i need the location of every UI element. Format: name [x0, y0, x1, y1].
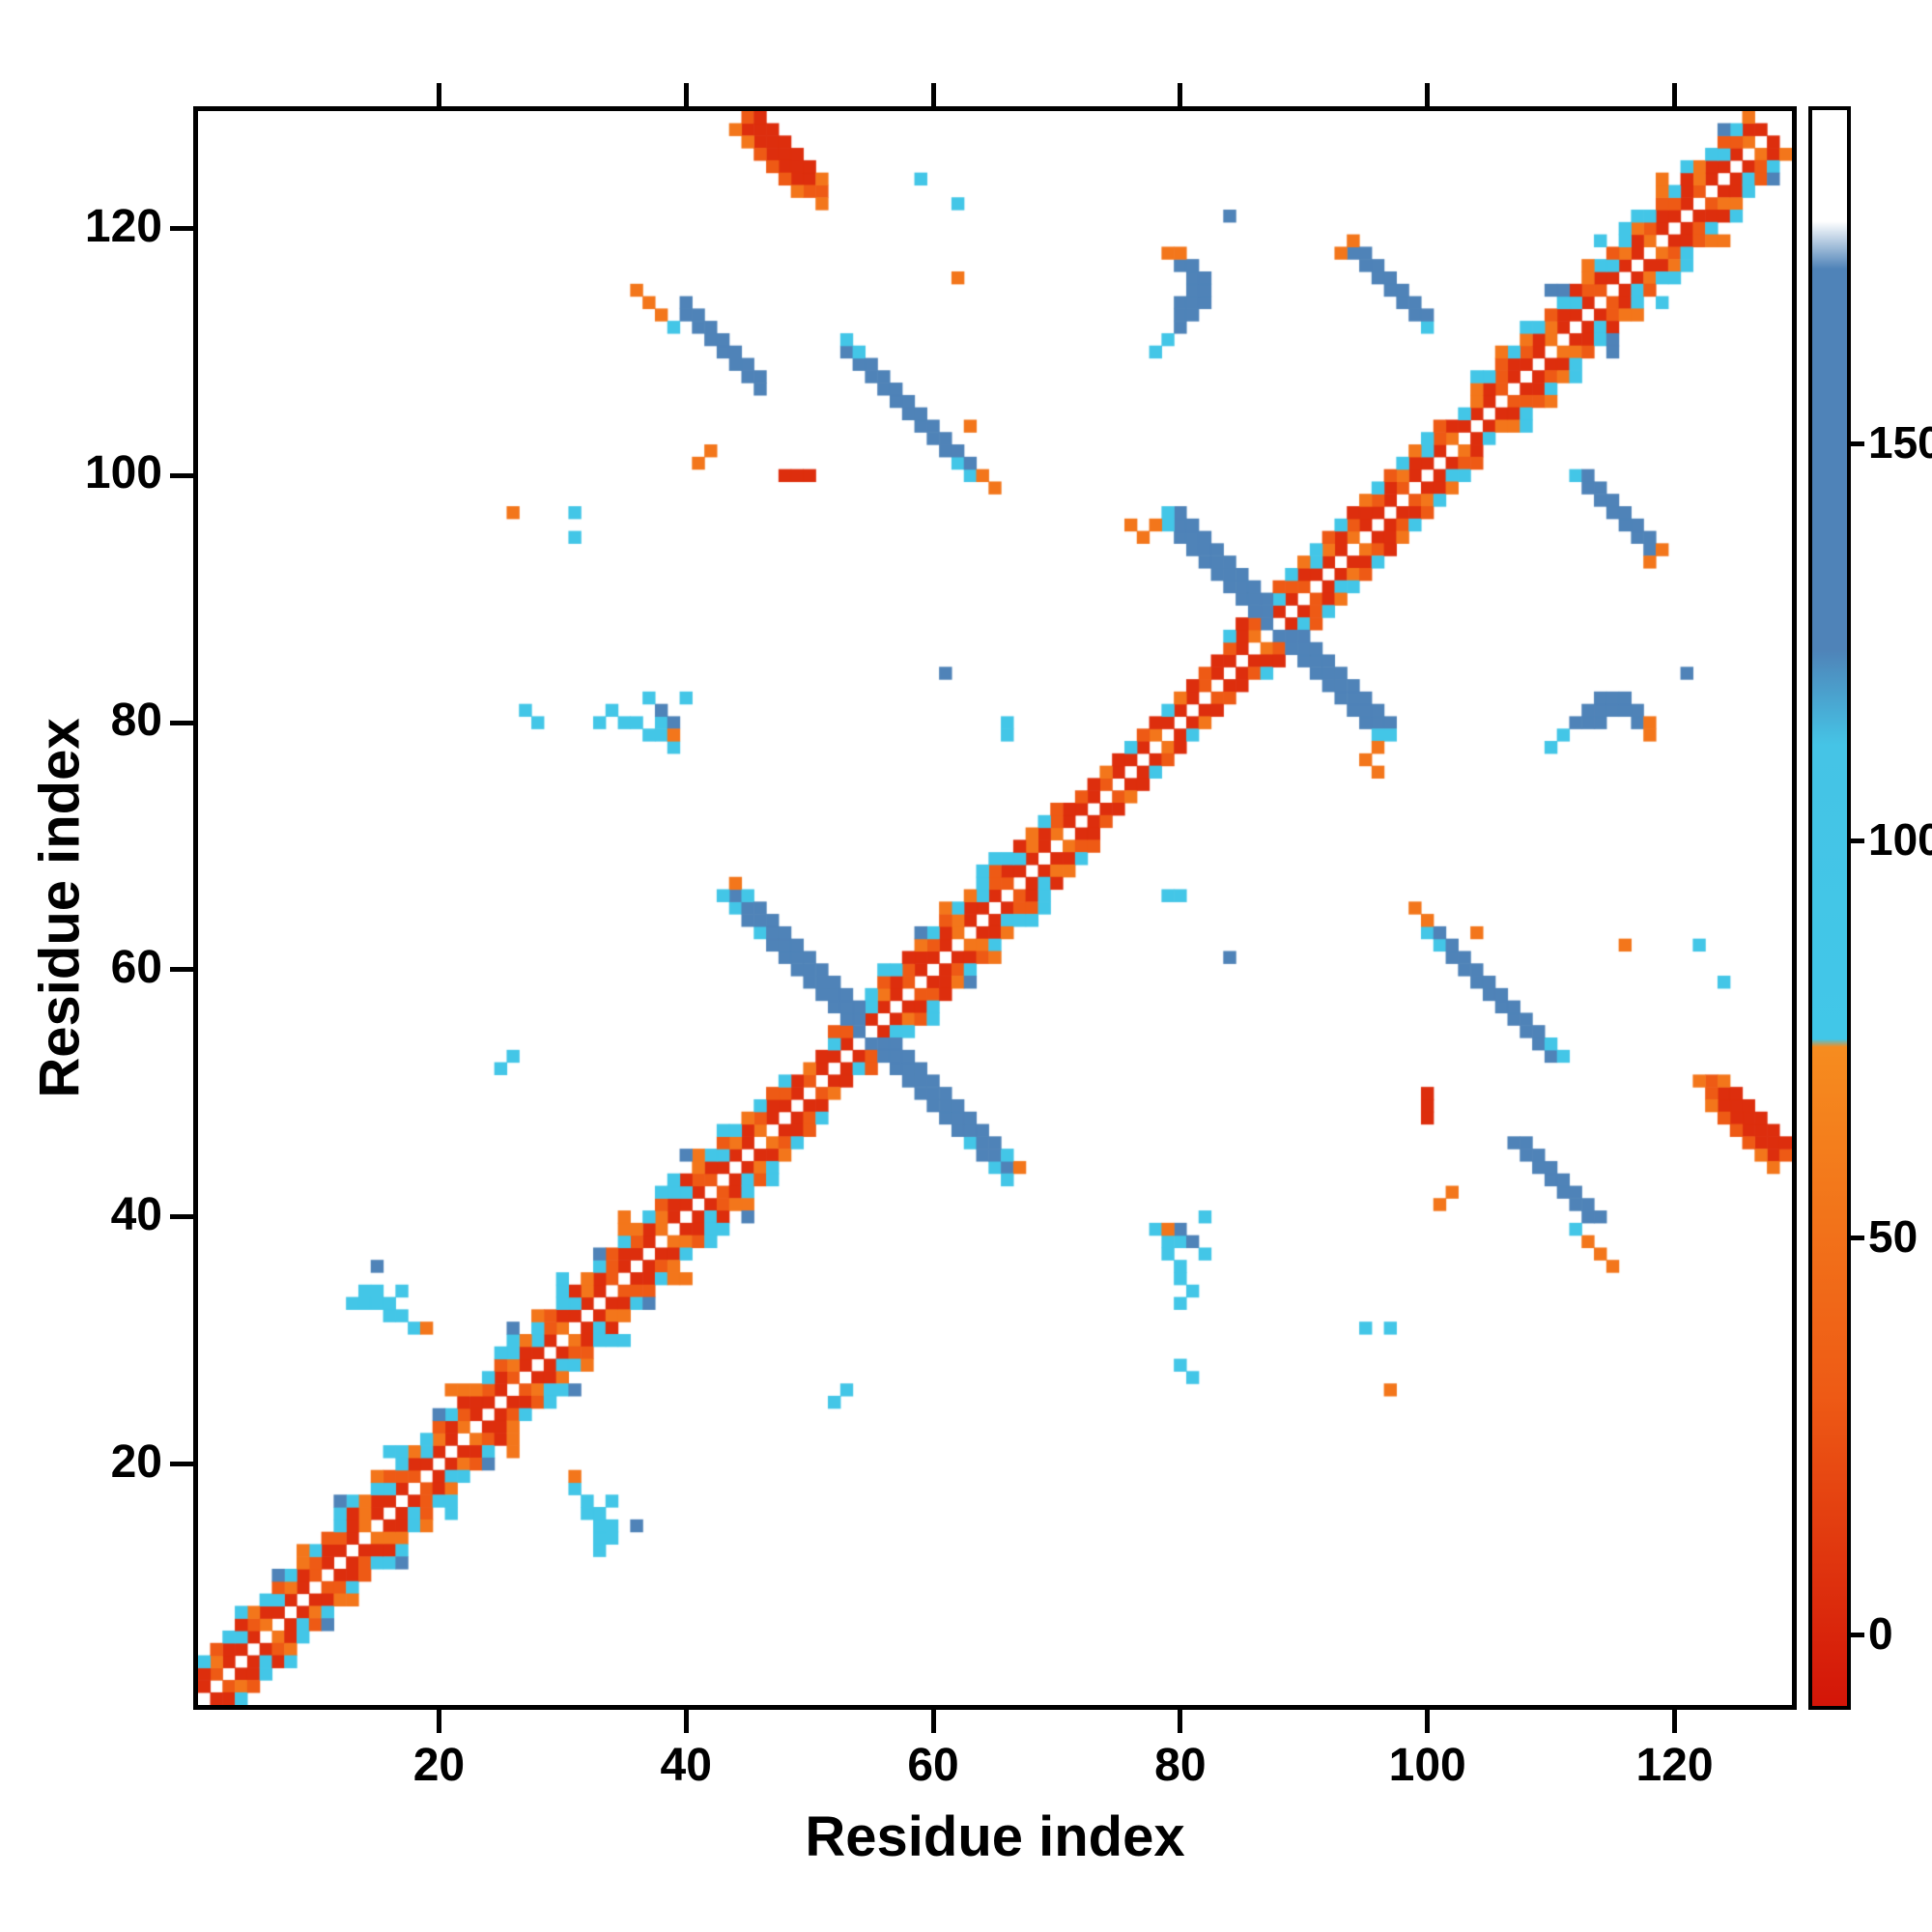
- x-tick-label: 20: [412, 1740, 466, 1791]
- y-tick-label: 100: [84, 447, 162, 499]
- colorbar-gradient: [1812, 110, 1847, 1706]
- colorbar-tick-mark: [1851, 440, 1864, 446]
- y-tick-label: 80: [110, 695, 162, 747]
- plot-frame: [193, 106, 1797, 1710]
- x-tick-mark: [683, 1710, 689, 1733]
- x-tick-label: 60: [907, 1740, 959, 1791]
- y-tick-label: 20: [110, 1435, 162, 1488]
- colorbar-tick-label: 50: [1868, 1211, 1918, 1263]
- y-tick-mark: [170, 226, 193, 231]
- x-axis-title: Residue index: [805, 1805, 1185, 1868]
- y-axis-title: Residue index: [28, 718, 92, 1098]
- x-tick-label: 40: [660, 1740, 712, 1791]
- colorbar: [1808, 106, 1851, 1710]
- x-tick-mark: [1425, 1710, 1431, 1733]
- x-tick-mark: [1178, 1710, 1183, 1733]
- colorbar-tick-mark: [1851, 1235, 1864, 1240]
- y-tick-label: 120: [84, 200, 162, 252]
- y-tick-mark: [170, 967, 193, 973]
- x-tick-label: 100: [1388, 1740, 1466, 1791]
- x-tick-label: 120: [1635, 1740, 1714, 1791]
- x-tick-mark: [930, 1710, 936, 1733]
- colorbar-tick-label: 150: [1868, 417, 1932, 469]
- y-tick-label: 40: [110, 1188, 162, 1240]
- x-tick-mark: [1671, 1710, 1677, 1733]
- y-tick-mark: [170, 720, 193, 725]
- x-tick-mark: [436, 1710, 441, 1733]
- x-tick-mark-top: [930, 83, 936, 106]
- x-tick-label: 80: [1154, 1740, 1207, 1791]
- colorbar-tick-mark: [1851, 1632, 1864, 1637]
- colorbar-tick-label: 100: [1868, 814, 1932, 866]
- heatmap-canvas: [198, 111, 1792, 1705]
- colorbar-tick-label: 0: [1868, 1608, 1893, 1660]
- x-tick-mark-top: [1671, 83, 1677, 106]
- x-tick-mark-top: [1425, 83, 1431, 106]
- x-tick-mark-top: [683, 83, 689, 106]
- x-tick-mark-top: [436, 83, 441, 106]
- y-tick-mark: [170, 472, 193, 478]
- colorbar-tick-mark: [1851, 838, 1864, 843]
- y-tick-mark: [170, 1214, 193, 1220]
- x-tick-mark-top: [1178, 83, 1183, 106]
- y-tick-mark: [170, 1462, 193, 1467]
- y-tick-label: 60: [110, 941, 162, 993]
